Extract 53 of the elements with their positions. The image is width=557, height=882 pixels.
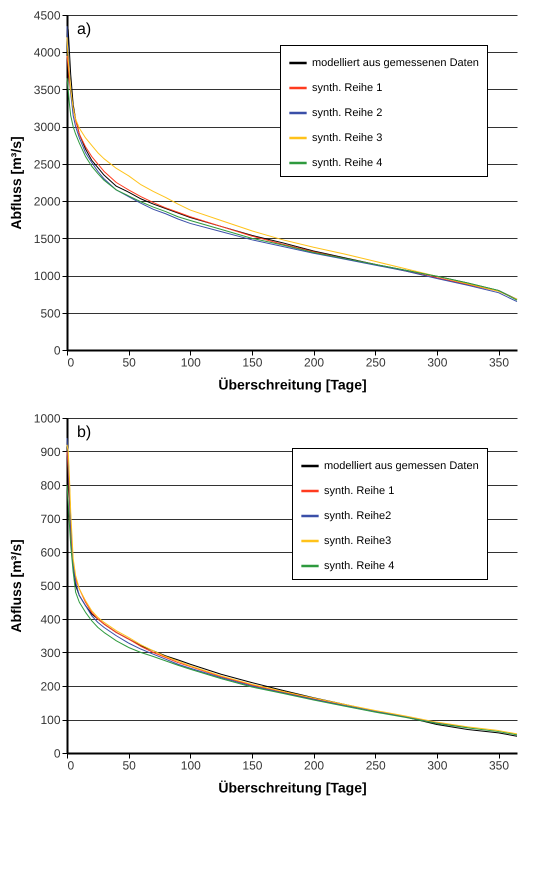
y-axis-title: Abfluss [m³/s] bbox=[8, 539, 24, 633]
x-tick-label: 0 bbox=[68, 356, 74, 370]
legend-label: synth. Reihe 4 bbox=[312, 157, 382, 169]
x-tick-label: 50 bbox=[122, 356, 136, 370]
y-tick-label: 4500 bbox=[34, 8, 61, 22]
legend-label: synth. Reihe 2 bbox=[312, 107, 382, 119]
legend-label: synth. Reihe 4 bbox=[324, 560, 394, 572]
x-tick-label: 250 bbox=[366, 758, 386, 772]
legend-label: synth. Reihe 1 bbox=[324, 485, 394, 497]
y-tick-label: 800 bbox=[40, 478, 61, 492]
y-axis-title: Abfluss [m³/s] bbox=[8, 136, 24, 230]
y-tick-label: 1500 bbox=[34, 232, 61, 246]
y-tick-label: 1000 bbox=[34, 412, 61, 426]
x-tick-label: 200 bbox=[304, 356, 324, 370]
y-tick-label: 3500 bbox=[34, 82, 61, 97]
y-tick-label: 900 bbox=[40, 445, 61, 459]
y-tick-label: 500 bbox=[40, 306, 61, 320]
legend-label: modelliert aus gemessenen Daten bbox=[312, 57, 479, 69]
x-tick-label: 150 bbox=[242, 758, 263, 772]
y-tick-label: 3000 bbox=[34, 120, 61, 134]
y-tick-label: 4000 bbox=[34, 46, 61, 60]
y-tick-label: 300 bbox=[40, 646, 61, 660]
y-tick-label: 200 bbox=[40, 680, 61, 694]
x-tick-label: 250 bbox=[366, 356, 386, 370]
x-tick-label: 150 bbox=[242, 356, 263, 370]
annotation: a) bbox=[77, 21, 92, 38]
x-tick-label: 100 bbox=[180, 758, 202, 772]
legend-label: synth. Reihe 1 bbox=[312, 82, 382, 94]
x-tick-label: 0 bbox=[68, 758, 74, 772]
y-tick-label: 100 bbox=[40, 713, 61, 727]
legend-label: synth. Reihe3 bbox=[324, 535, 392, 547]
x-tick-label: 50 bbox=[122, 758, 136, 772]
y-tick-label: 2500 bbox=[34, 157, 61, 172]
x-tick-label: 300 bbox=[427, 758, 448, 772]
y-tick-label: 400 bbox=[40, 612, 61, 626]
x-tick-label: 350 bbox=[488, 356, 510, 370]
annotation: b) bbox=[77, 424, 92, 441]
y-tick-label: 500 bbox=[40, 579, 61, 593]
y-tick-label: 2000 bbox=[34, 194, 61, 209]
legend-label: synth. Reihe2 bbox=[324, 510, 392, 522]
x-axis-title: Überschreitung [Tage] bbox=[218, 780, 367, 796]
x-tick-label: 100 bbox=[180, 356, 202, 370]
y-tick-label: 0 bbox=[54, 746, 61, 760]
y-tick-label: 0 bbox=[54, 344, 61, 358]
legend-label: synth. Reihe 3 bbox=[312, 132, 382, 144]
y-tick-label: 600 bbox=[40, 546, 61, 560]
x-tick-label: 200 bbox=[304, 758, 324, 772]
x-axis-title: Überschreitung [Tage] bbox=[218, 376, 367, 392]
x-tick-label: 350 bbox=[488, 758, 510, 772]
y-tick-label: 1000 bbox=[34, 269, 61, 284]
y-tick-label: 700 bbox=[40, 512, 61, 526]
legend-label: modelliert aus gemessen Daten bbox=[324, 460, 479, 472]
x-tick-label: 300 bbox=[427, 356, 448, 370]
